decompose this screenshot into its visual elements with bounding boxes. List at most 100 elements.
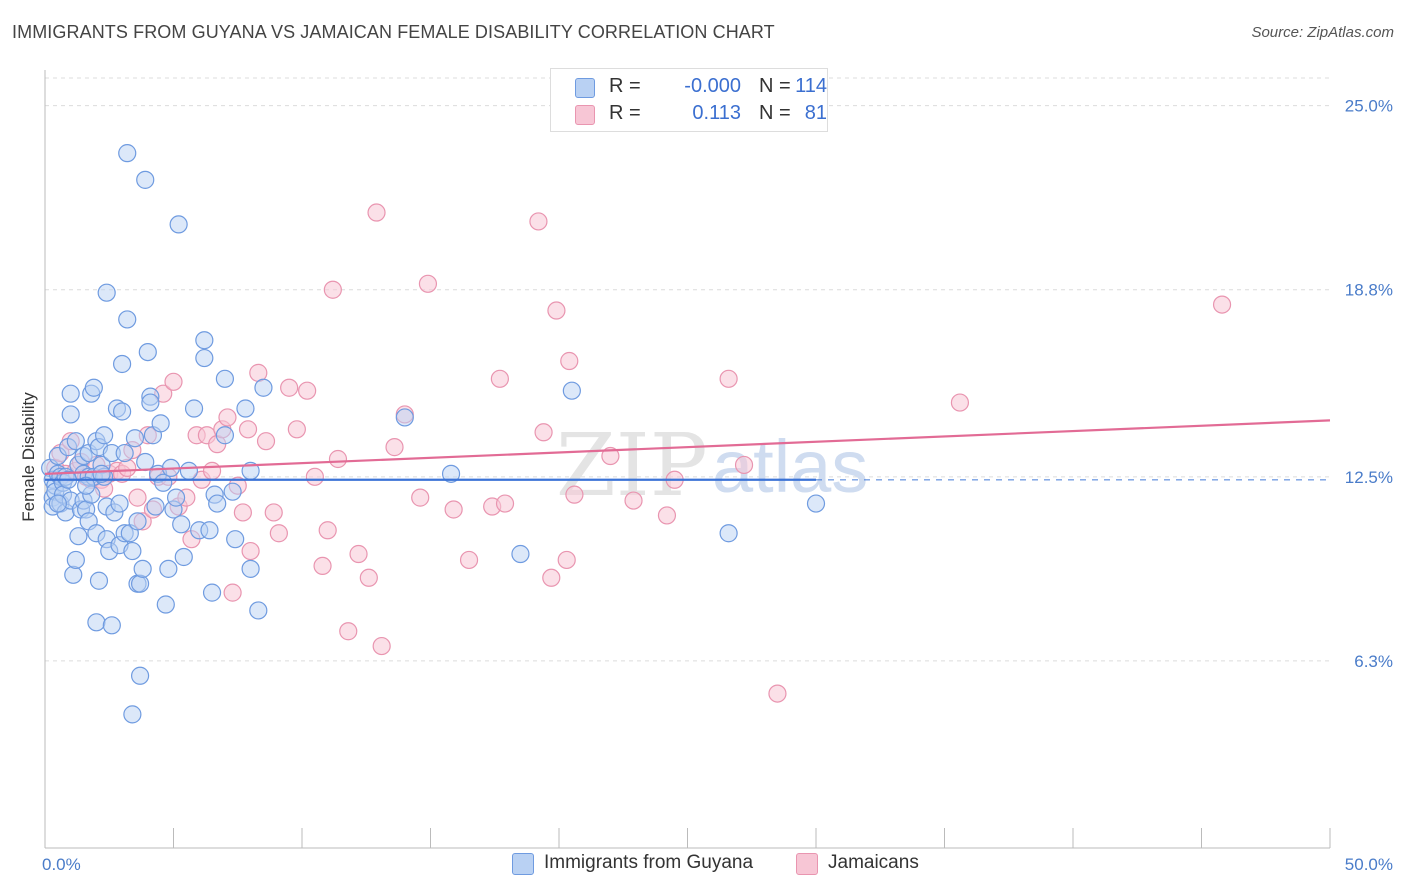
point-guyana — [195, 348, 214, 368]
point-guyana — [174, 547, 193, 567]
point-guyana — [123, 705, 142, 724]
point-guyana — [66, 432, 85, 451]
axes — [44, 70, 1331, 849]
legend-r-value-guyana: -0.000 — [684, 75, 741, 97]
point-guyana — [64, 565, 83, 584]
x-tick-label: 0.0% — [42, 855, 81, 874]
point-jamaicans — [542, 568, 561, 587]
point-jamaicans — [950, 393, 970, 412]
chart-title: IMMIGRANTS FROM GUYANA VS JAMAICAN FEMAL… — [12, 22, 775, 42]
point-jamaicans — [318, 521, 337, 540]
point-jamaicans — [534, 423, 553, 442]
point-jamaicans — [287, 420, 306, 439]
point-guyana — [123, 541, 142, 561]
point-jamaicans — [223, 583, 242, 602]
y-tick-label: 25.0% — [1345, 97, 1393, 116]
point-guyana — [156, 595, 175, 614]
point-jamaicans — [385, 438, 404, 457]
point-guyana — [166, 488, 186, 507]
point-jamaicans — [118, 458, 137, 478]
point-jamaicans — [359, 568, 378, 587]
point-guyana — [195, 331, 214, 350]
point-guyana — [236, 399, 255, 418]
point-guyana — [97, 283, 116, 302]
point-guyana — [89, 571, 109, 590]
legend-r-label: R = — [609, 75, 641, 97]
point-jamaicans — [164, 372, 183, 391]
point-guyana — [87, 613, 106, 632]
point-jamaicans — [490, 369, 509, 388]
point-jamaicans — [313, 556, 332, 576]
point-guyana — [61, 405, 80, 424]
point-guyana — [511, 544, 530, 564]
point-guyana — [125, 429, 145, 448]
point-jamaicans — [418, 274, 438, 293]
point-jamaicans — [328, 449, 348, 469]
legend-n-value-guyana: 114 — [795, 75, 827, 97]
point-jamaicans — [280, 378, 299, 397]
point-guyana — [92, 464, 111, 483]
bottom-legend-swatch-guyana — [512, 853, 534, 875]
point-guyana — [169, 215, 188, 234]
point-guyana — [241, 559, 260, 578]
y-tick-label: 6.3% — [1354, 652, 1393, 671]
point-guyana — [151, 414, 170, 433]
point-guyana — [128, 512, 147, 531]
point-guyana — [118, 144, 137, 163]
legend-r-label: R = — [609, 102, 641, 124]
point-guyana — [112, 402, 132, 421]
point-guyana — [77, 476, 96, 495]
point-guyana — [130, 666, 150, 685]
legend-r-value-jamaicans: 0.113 — [692, 102, 741, 124]
point-jamaicans — [734, 455, 754, 475]
point-jamaicans — [1212, 295, 1232, 314]
point-guyana — [102, 616, 121, 635]
y-tick-labels: 6.3% 12.5% 18.8% 25.0% — [1345, 97, 1393, 671]
point-guyana — [66, 550, 85, 570]
point-jamaicans — [459, 550, 479, 570]
y-axis-label: Female Disability — [19, 392, 38, 522]
point-jamaicans — [238, 420, 258, 439]
point-jamaicans — [372, 636, 391, 656]
point-guyana — [130, 574, 150, 593]
point-jamaicans — [128, 488, 147, 507]
point-guyana — [215, 369, 234, 388]
point-jamaicans — [256, 432, 276, 451]
gridlines — [45, 77, 1330, 662]
bottom-legend-swatch-jamaicans — [796, 853, 818, 875]
correlation-legend: R = -0.000 N = 114 R = 0.113 N = 81 — [550, 68, 828, 132]
point-guyana — [223, 482, 242, 501]
point-guyana — [61, 384, 80, 403]
point-guyana — [159, 559, 178, 578]
legend-row-jamaicans: R = 0.113 N = 81 — [575, 102, 827, 126]
y-tick-label: 12.5% — [1345, 468, 1393, 487]
point-guyana — [441, 464, 461, 483]
point-guyana — [141, 393, 160, 412]
point-guyana — [179, 461, 199, 480]
point-guyana — [110, 494, 129, 513]
point-jamaicans — [264, 503, 283, 522]
point-guyana — [118, 310, 137, 329]
point-guyana — [84, 378, 103, 397]
point-jamaicans — [233, 503, 252, 522]
point-jamaicans — [444, 500, 463, 519]
point-guyana — [136, 170, 155, 189]
point-jamaicans — [495, 494, 515, 513]
point-guyana — [562, 381, 581, 400]
point-jamaicans — [624, 491, 643, 510]
point-guyana — [806, 494, 826, 513]
y-tick-label: 18.8% — [1345, 281, 1393, 300]
point-guyana — [249, 601, 268, 620]
point-jamaicans — [298, 381, 317, 400]
point-jamaicans — [560, 351, 579, 371]
point-guyana — [146, 497, 165, 516]
point-guyana — [226, 530, 245, 549]
bottom-legend-label-jamaicans: Jamaicans — [828, 852, 919, 873]
point-guyana — [215, 426, 234, 445]
point-jamaicans — [339, 622, 358, 641]
point-jamaicans — [218, 408, 237, 427]
point-jamaicans — [547, 301, 566, 320]
series-guyana-points — [41, 144, 826, 724]
bottom-legend-label-guyana: Immigrants from Guyana — [544, 852, 754, 873]
